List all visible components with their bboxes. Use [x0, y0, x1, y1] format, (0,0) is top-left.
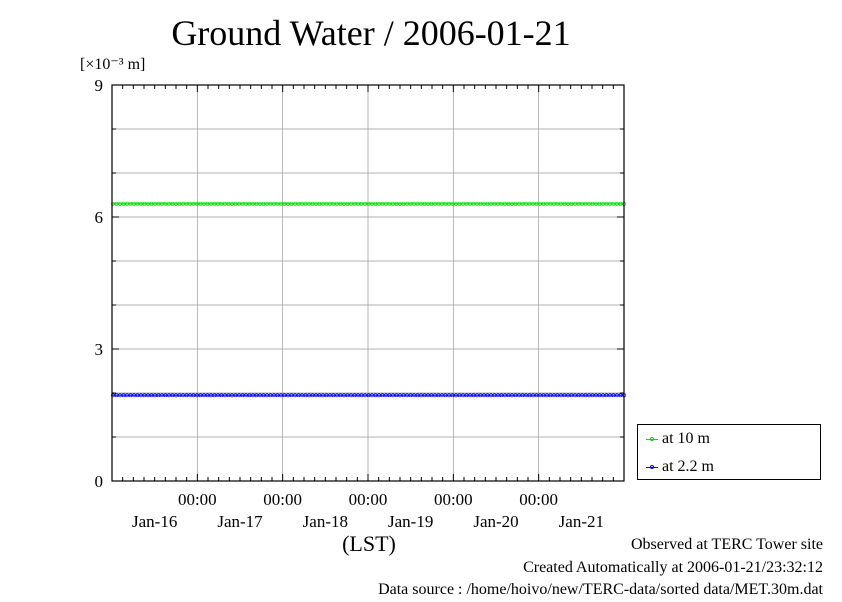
footnotes: Observed at TERC Tower site Created Auto… [378, 534, 823, 602]
legend-label: at 2.2 m [662, 458, 714, 475]
y-axis-unit-label: [×10⁻³ m] [80, 56, 146, 73]
x-tick-date-label: Jan-16 [132, 512, 177, 531]
y-tick-label: 9 [95, 76, 104, 95]
legend-swatch-icon [646, 461, 658, 473]
x-tick-time-label: 00:00 [519, 490, 558, 509]
created-note: Created Automatically at 2006-01-21/23:3… [523, 558, 823, 576]
observed-note: Observed at TERC Tower site [630, 536, 823, 553]
x-tick-time-label: 00:00 [434, 490, 473, 509]
x-tick-date-label: Jan-20 [473, 512, 518, 531]
x-tick-time-label: 00:00 [178, 490, 217, 509]
x-tick-date-label: Jan-18 [303, 512, 348, 531]
chart-title: Ground Water / 2006-01-21 [171, 13, 571, 53]
legend-item-10m: at 10 m [646, 429, 710, 449]
y-tick-label: 6 [95, 208, 104, 227]
legend-swatch-icon [646, 433, 658, 445]
x-axis-label: (LST) [342, 531, 396, 556]
legend-label: at 10 m [662, 430, 710, 447]
source-note: Data source : /home/hoivo/new/TERC-data/… [378, 581, 823, 598]
legend-item-2-2m: at 2.2 m [646, 457, 714, 477]
x-tick-date-label: Jan-19 [388, 512, 433, 531]
x-tick-date-label: Jan-21 [559, 512, 604, 531]
x-tick-time-label: 00:00 [349, 490, 388, 509]
y-tick-label: 3 [95, 340, 104, 359]
x-tick-time-label: 00:00 [263, 490, 302, 509]
x-tick-date-label: Jan-17 [217, 512, 263, 531]
legend: at 10 m at 2.2 m [637, 424, 821, 480]
y-tick-label: 0 [95, 472, 104, 491]
